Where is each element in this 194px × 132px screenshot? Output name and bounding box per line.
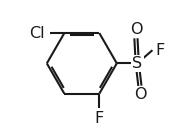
- Text: O: O: [130, 22, 142, 37]
- Text: F: F: [95, 111, 104, 126]
- Text: F: F: [155, 43, 164, 58]
- Text: S: S: [132, 56, 142, 71]
- Text: O: O: [134, 87, 146, 102]
- Text: Cl: Cl: [29, 26, 45, 41]
